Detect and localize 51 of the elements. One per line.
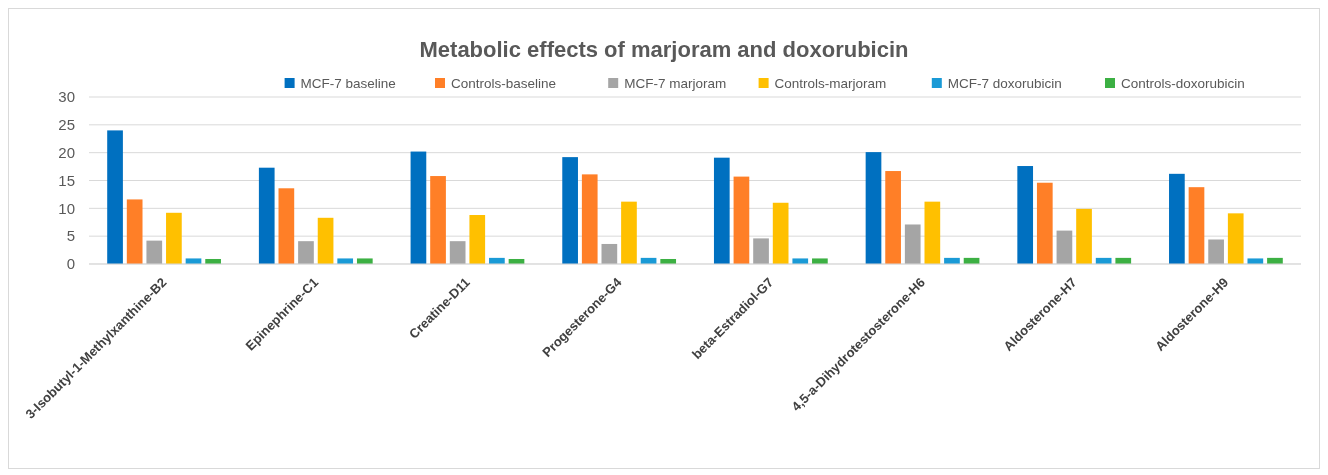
legend-label: Controls-baseline [451, 75, 557, 91]
y-tick-label: 30 [58, 88, 75, 106]
bar [1188, 187, 1205, 264]
bar [258, 167, 275, 264]
bar [621, 201, 637, 264]
bar [1076, 208, 1092, 264]
bar [1056, 230, 1073, 264]
legend-label: Controls-doxorubicin [1121, 75, 1245, 91]
bar [449, 241, 466, 264]
bar [1227, 213, 1244, 264]
bar [792, 258, 809, 264]
bar [753, 238, 769, 264]
y-tick-label: 25 [58, 116, 75, 134]
y-tick-label: 15 [58, 171, 75, 189]
legend-label: MCF-7 doxorubicin [947, 75, 1062, 91]
bar [733, 176, 750, 264]
bar [885, 171, 901, 264]
bar [126, 199, 143, 264]
bar [1247, 258, 1264, 264]
bar [562, 157, 578, 264]
bar [356, 258, 373, 264]
bar [1017, 166, 1034, 264]
bar [812, 258, 828, 264]
bar [865, 152, 882, 264]
bar [581, 174, 598, 264]
bar [278, 188, 295, 264]
bar [337, 258, 354, 264]
bar [713, 157, 730, 264]
bar [772, 202, 789, 264]
legend-label: MCF-7 baseline [300, 75, 396, 91]
chart-title: Metabolic effects of marjoram and doxorubicin [419, 37, 909, 62]
y-tick-label: 20 [58, 143, 75, 161]
bar [1036, 182, 1053, 264]
legend-label: MCF-7 marjoram [624, 75, 727, 91]
bar [410, 151, 427, 264]
bar [924, 201, 941, 264]
bar [430, 176, 446, 264]
bar [298, 241, 314, 264]
bar [904, 224, 921, 264]
bar [146, 240, 163, 264]
bar [1208, 239, 1224, 264]
bar [166, 212, 182, 264]
y-tick-label: 0 [66, 255, 75, 273]
y-tick-label: 10 [58, 199, 75, 217]
bar [1169, 173, 1185, 264]
y-tick-label: 5 [66, 227, 75, 245]
bar [601, 243, 618, 264]
bar [469, 215, 486, 264]
bar [107, 130, 123, 264]
legend-label: Controls-marjoram [774, 75, 887, 91]
bar [317, 217, 334, 264]
